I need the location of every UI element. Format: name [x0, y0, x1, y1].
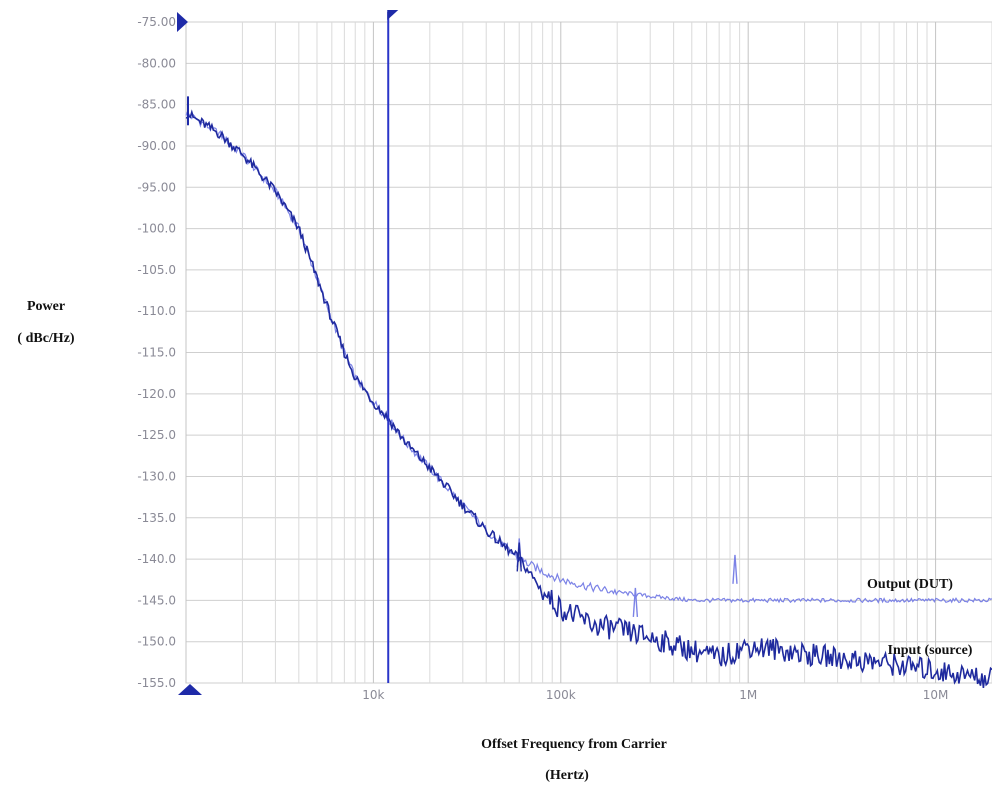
series-label-output: Output (DUT)	[867, 577, 953, 592]
y-tick-label: -75.00	[137, 15, 176, 29]
spur-mark	[516, 542, 522, 572]
x-tick-label: 10k	[362, 688, 384, 702]
y-tick-label: -125.0	[137, 428, 176, 442]
y-tick-label: -95.00	[137, 180, 176, 194]
x-tick-label: 100k	[546, 688, 576, 702]
y-tick-label: -110.0	[137, 304, 176, 318]
bottom-range-marker-icon	[178, 684, 202, 695]
y-tick-label: -105.0	[137, 263, 176, 277]
y-axis-title: Power	[27, 299, 65, 314]
x-axis-title: Offset Frequency from Carrier	[481, 737, 667, 752]
cursor-flag-icon	[387, 10, 399, 20]
y-tick-label: -115.0	[137, 346, 176, 360]
series-line	[185, 109, 992, 688]
y-tick-label: -90.00	[137, 139, 176, 153]
series-label-input: Input (source)	[888, 643, 973, 658]
y-axis-ticks: -75.00 -80.00 -85.00 -90.00 -95.00 -100.0 -105…	[137, 15, 176, 690]
y-tick-label: -145.0	[137, 593, 176, 607]
x-axis-ticks: 10k 100k 1M 10M	[362, 688, 948, 702]
spur-mark	[632, 587, 639, 617]
y-axis-unit: ( dBc/Hz)	[17, 331, 74, 346]
y-tick-label: -80.00	[137, 56, 176, 70]
y-tick-label: -140.0	[137, 552, 176, 566]
y-tick-label: -135.0	[137, 511, 176, 525]
x-tick-label: 10M	[923, 688, 949, 702]
y-tick-label: -120.0	[137, 387, 176, 401]
y-tick-label: -85.00	[137, 98, 176, 112]
y-tick-label: -150.0	[137, 635, 176, 649]
spur-mark	[732, 554, 738, 584]
top-range-marker-icon	[177, 12, 188, 32]
frequency-cursor[interactable]	[387, 10, 399, 683]
range-markers[interactable]	[177, 12, 202, 695]
x-axis-unit: (Hertz)	[545, 768, 589, 783]
series-lines	[185, 109, 992, 688]
y-tick-label: -155.0	[137, 676, 176, 690]
grid	[185, 21, 992, 684]
y-tick-label: -130.0	[137, 469, 176, 483]
x-tick-label: 1M	[739, 688, 757, 702]
y-tick-label: -100.0	[137, 222, 176, 236]
